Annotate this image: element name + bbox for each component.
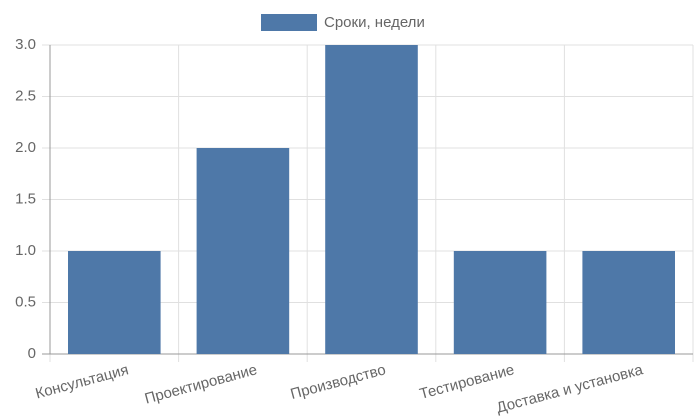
bar	[325, 45, 418, 354]
y-tick-label: 3.0	[15, 36, 36, 53]
bar	[68, 251, 161, 354]
x-tick-label: Доставка и установка	[495, 361, 646, 417]
x-tick-label: Проектирование	[143, 361, 259, 407]
y-tick-label: 0	[28, 345, 36, 362]
legend-label: Сроки, недели	[324, 14, 425, 31]
bar	[196, 148, 290, 354]
legend-swatch	[261, 14, 317, 31]
y-tick-label: 2.5	[15, 87, 36, 104]
y-tick-label: 1.5	[15, 190, 36, 207]
bar	[582, 251, 675, 354]
y-tick-label: 1.0	[15, 242, 36, 259]
bar	[453, 251, 547, 354]
x-tick-label: Консультация	[34, 361, 131, 402]
y-tick-label: 0.5	[15, 293, 36, 310]
x-tick-label: Тестирование	[418, 361, 516, 403]
y-tick-label: 2.0	[15, 139, 36, 156]
x-tick-label: Производство	[289, 361, 388, 403]
